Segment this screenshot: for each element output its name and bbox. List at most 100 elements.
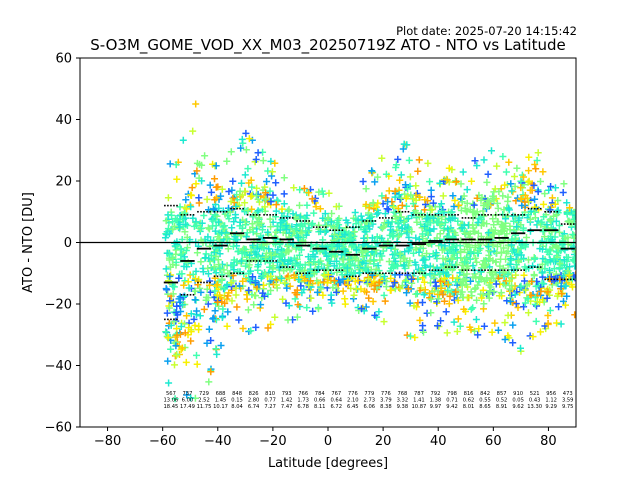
bin-spread-upper-marker <box>321 226 324 228</box>
scatter-point <box>471 254 479 262</box>
scatter-point <box>362 185 370 193</box>
scatter-point <box>293 291 301 299</box>
bin-spread-lower-marker <box>197 281 199 284</box>
scatter-point <box>205 270 212 278</box>
scatter-point <box>172 246 180 254</box>
y-tick-label: −60 <box>45 421 72 436</box>
scatter-point <box>472 210 480 218</box>
scatter-point <box>493 199 501 207</box>
bin-stat-label: 567 <box>166 391 176 397</box>
scatter-point <box>193 159 201 167</box>
scatter-point <box>450 318 458 326</box>
scatter-point <box>403 289 410 297</box>
bin-stat-label: 768 <box>397 391 407 397</box>
bin-spread-upper-marker <box>365 220 368 222</box>
scatter-point <box>215 218 223 226</box>
scatter-point <box>281 279 289 287</box>
scatter-point <box>277 219 285 227</box>
scatter-point <box>284 213 291 220</box>
scatter-point <box>195 194 203 202</box>
scatter-point <box>321 210 329 218</box>
scatter-point <box>358 305 365 313</box>
scatter-point <box>527 227 534 235</box>
scatter-point <box>457 180 465 188</box>
scatter-point <box>162 328 170 336</box>
scatter-point <box>341 300 349 308</box>
scatter-point <box>454 315 462 323</box>
scatter-point <box>229 261 236 269</box>
scatter-point <box>450 249 458 257</box>
bin-spread-upper-marker <box>461 217 464 219</box>
scatter-point <box>207 337 215 344</box>
scatter-point <box>378 252 386 260</box>
scatter-point <box>550 265 558 273</box>
scatter-point <box>454 296 462 304</box>
scatter-point <box>268 253 276 261</box>
scatter-point <box>287 256 295 264</box>
scatter-point <box>381 210 389 218</box>
scatter-point <box>193 360 201 368</box>
scatter-point <box>254 149 262 157</box>
scatter-point <box>557 320 565 328</box>
bin-spread-lower-marker <box>440 269 443 271</box>
bin-spread-upper-marker <box>569 223 572 225</box>
scatter-point <box>226 208 234 216</box>
scatter-point <box>207 188 215 196</box>
scatter-point <box>420 255 428 263</box>
scatter-point <box>456 322 464 330</box>
scatter-point <box>564 267 572 275</box>
scatter-point <box>539 255 547 263</box>
bin-spread-lower-marker <box>511 269 513 271</box>
scatter-point <box>211 287 219 295</box>
bin-stat-label: 793 <box>282 391 292 397</box>
scatter-point <box>446 292 454 300</box>
scatter-point <box>232 284 240 292</box>
scatter-point <box>391 249 399 257</box>
scatter-point <box>267 198 275 206</box>
scatter-point <box>361 228 369 236</box>
bin-stat-label: 787 <box>414 391 424 397</box>
y-tick-label: −20 <box>45 298 72 313</box>
scatter-point <box>525 177 533 185</box>
scatter-point <box>498 227 506 235</box>
scatter-point <box>227 148 235 156</box>
scatter-point <box>165 304 173 312</box>
x-tick-label: 80 <box>540 434 557 449</box>
scatter-point <box>537 178 544 185</box>
scatter-point <box>212 222 220 230</box>
scatter-point <box>168 211 176 219</box>
bin-spread-upper-marker <box>448 214 450 216</box>
bin-spread-lower-marker <box>527 266 530 268</box>
scatter-point <box>513 265 521 272</box>
scatter-point <box>447 254 455 262</box>
scatter-point <box>469 304 477 312</box>
scatter-point <box>329 284 337 291</box>
scatter-point <box>298 229 306 237</box>
scatter-point <box>546 256 554 264</box>
x-axis: −80 −60 −40 −20 0 20 40 60 80 <box>94 427 557 449</box>
scatter-point <box>504 332 512 340</box>
bin-spread-upper-marker <box>167 204 169 207</box>
scatter-point <box>180 281 188 289</box>
bin-spread-lower-marker <box>391 272 393 275</box>
bin-spread-upper-marker <box>418 214 420 216</box>
scatter-point <box>230 199 238 206</box>
scatter-point <box>284 316 292 324</box>
scatter-point <box>235 201 243 209</box>
bin-stat-label: 11.75 <box>197 404 212 410</box>
bin-spread-upper-marker <box>164 204 166 207</box>
scatter-point <box>172 161 180 169</box>
bin-stat-label: 6.06 <box>364 404 376 410</box>
scatter-point <box>405 247 412 255</box>
scatter-point <box>571 311 576 319</box>
scatter-point <box>237 144 245 152</box>
bin-spread-lower-marker <box>236 272 238 275</box>
scatter-point <box>252 292 259 300</box>
bin-stat-label: 0.77 <box>264 398 276 404</box>
scatter-point <box>205 206 212 214</box>
bin-spread-upper-marker <box>302 220 304 222</box>
bin-spread-upper-marker <box>279 217 282 219</box>
bin-spread-lower-marker <box>470 269 473 271</box>
bin-spread-lower-marker <box>503 269 506 271</box>
scatter-point <box>538 279 546 287</box>
